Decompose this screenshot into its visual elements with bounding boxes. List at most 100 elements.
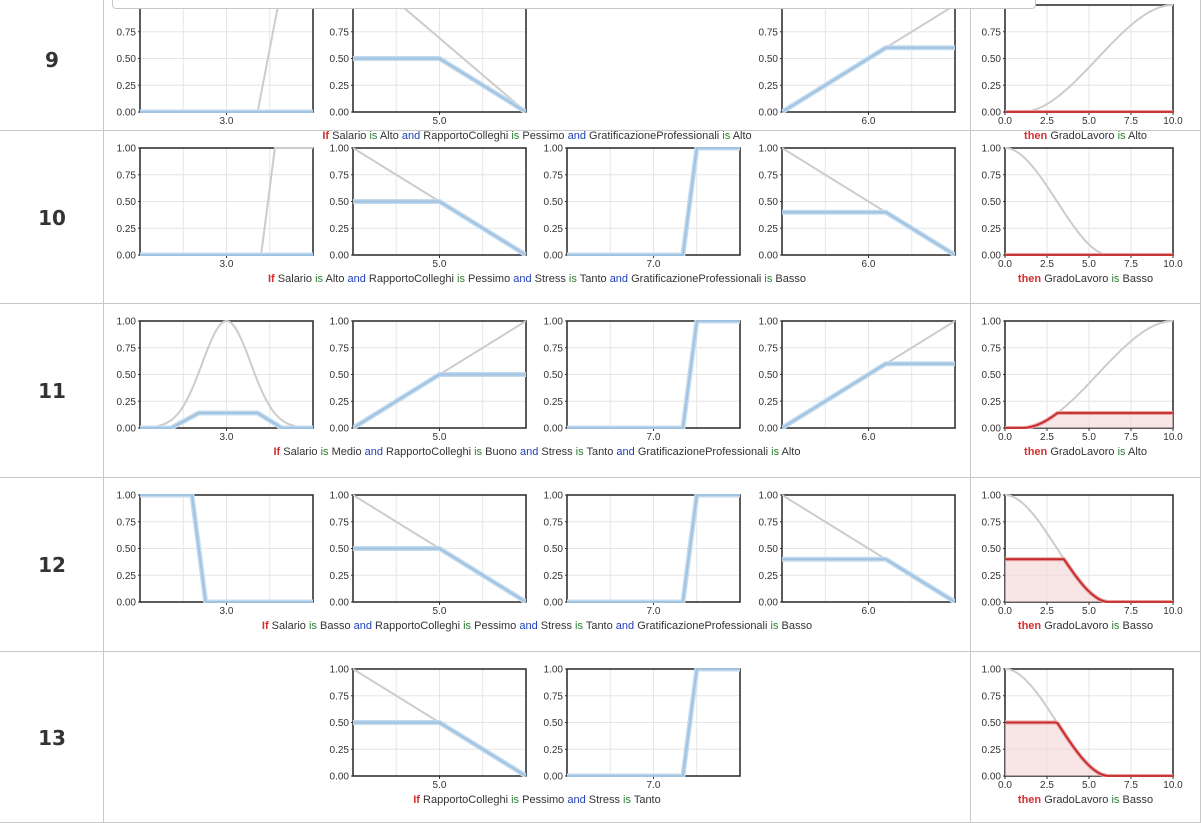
- membership-line: [567, 147, 740, 256]
- rule-then-caption: then GradoLavoro is Alto: [971, 446, 1200, 458]
- y-tick-label: 0.75: [330, 517, 350, 528]
- rule-number: 13: [38, 725, 66, 750]
- y-tick-label: 0.00: [117, 598, 137, 609]
- y-tick-label: 0.00: [330, 424, 350, 435]
- y-tick-label: 0.50: [544, 197, 564, 208]
- output-activation-area: [1005, 413, 1173, 428]
- rule-if-caption: If Salario is Medio and RapportoColleghi…: [104, 446, 970, 458]
- y-tick-label: 0.75: [117, 343, 137, 354]
- y-tick-label: 0.25: [330, 397, 350, 408]
- y-tick-label: 0.75: [117, 517, 137, 528]
- y-tick-label: 0.25: [759, 397, 779, 408]
- membership-line: [353, 200, 526, 256]
- y-tick-label: 0.25: [117, 81, 137, 92]
- y-tick-label: 0.50: [117, 197, 137, 208]
- y-tick-label: 0.00: [330, 772, 350, 783]
- caption-is-keyword: is: [575, 446, 584, 458]
- y-tick-label: 0.00: [982, 772, 1002, 783]
- y-tick-label: 1.00: [982, 317, 1002, 328]
- caption-text: GradoLavoro: [1047, 446, 1118, 458]
- caption-text: Salario: [274, 273, 316, 285]
- rule-if-caption: If RapportoColleghi is Pessimo and Stres…: [104, 794, 970, 806]
- x-tick-label: 0.0: [998, 259, 1012, 270]
- membership-line: [782, 46, 955, 113]
- membership-line: [353, 721, 526, 777]
- y-tick-label: 0.75: [330, 27, 350, 38]
- y-tick-label: 0.00: [544, 598, 564, 609]
- caption-is-keyword: is: [764, 273, 773, 285]
- caption-text: Tanto: [583, 446, 617, 458]
- caption-is-keyword: is: [463, 620, 472, 632]
- rule-plots: 0.000.250.500.751.003.00.000.250.500.751…: [0, 478, 1201, 652]
- x-tick-label: 7.5: [1124, 116, 1138, 127]
- y-tick-label: 1.00: [759, 317, 779, 328]
- caption-if-keyword: If: [322, 130, 330, 142]
- caption-text: GratificazioneProfessionali: [634, 620, 771, 632]
- y-tick-label: 1.00: [759, 491, 779, 502]
- y-tick-label: 1.00: [982, 144, 1002, 155]
- y-tick-label: 1.00: [759, 144, 779, 155]
- membership-line: [567, 668, 740, 777]
- caption-text: Medio: [328, 446, 365, 458]
- y-tick-label: 0.75: [544, 343, 564, 354]
- caption-text: Basso: [772, 273, 806, 285]
- y-tick-label: 0.00: [117, 108, 137, 119]
- y-tick-label: 1.00: [117, 491, 137, 502]
- y-tick-label: 0.25: [330, 81, 350, 92]
- top-scroll-strip: [112, 0, 1036, 9]
- y-tick-label: 0.75: [330, 343, 350, 354]
- caption-and-keyword: and: [616, 446, 635, 458]
- y-tick-label: 1.00: [330, 317, 350, 328]
- y-tick-label: 0.50: [544, 718, 564, 729]
- x-tick-label: 7.5: [1124, 259, 1138, 270]
- y-tick-label: 0.25: [117, 397, 137, 408]
- x-tick-label: 5.0: [433, 780, 447, 791]
- y-tick-label: 0.50: [117, 54, 137, 65]
- y-tick-label: 0.00: [330, 598, 350, 609]
- y-tick-label: 0.75: [759, 517, 779, 528]
- y-tick-label: 1.00: [117, 144, 137, 155]
- caption-is-keyword: is: [575, 620, 583, 632]
- membership-line: [567, 494, 740, 603]
- rule-plots: 0.000.250.500.751.003.00.000.250.500.751…: [0, 0, 1201, 131]
- caption-text: Pessimo: [519, 130, 568, 142]
- x-tick-label: 0.0: [998, 606, 1012, 617]
- output-activation-area: [1005, 559, 1173, 602]
- y-tick-label: 0.00: [330, 108, 350, 119]
- caption-text: GradoLavoro: [1041, 794, 1112, 806]
- x-tick-label: 3.0: [220, 606, 234, 617]
- caption-text: RapportoColleghi: [371, 620, 464, 632]
- y-tick-label: 0.75: [982, 170, 1002, 181]
- caption-is-keyword: is: [369, 130, 378, 142]
- caption-is-keyword: is: [308, 620, 317, 632]
- x-tick-label: 3.0: [220, 116, 234, 127]
- output-activation-area: [1005, 722, 1173, 776]
- caption-text: GradoLavoro: [1041, 273, 1112, 285]
- rule-row: 10 0.00 0.25 0.50 0.75 1.00 3.0 0.00 0.25 0.50 0.7…: [0, 131, 1201, 304]
- x-tick-label: 10.0: [1163, 780, 1183, 791]
- x-tick-label: 7.0: [647, 606, 661, 617]
- caption-and-keyword: and: [615, 620, 635, 632]
- caption-and-keyword: and: [401, 130, 421, 142]
- caption-and-keyword: and: [567, 130, 586, 142]
- membership-line: [353, 57, 526, 113]
- y-tick-label: 0.50: [544, 544, 564, 555]
- y-tick-label: 0.00: [759, 108, 779, 119]
- x-tick-label: 6.0: [862, 259, 876, 270]
- y-tick-label: 0.75: [759, 343, 779, 354]
- membership-line: [140, 494, 313, 603]
- y-tick-label: 0.50: [117, 544, 137, 555]
- caption-then-keyword: then: [1017, 273, 1042, 285]
- term-curve: [140, 4, 280, 113]
- x-tick-label: 5.0: [433, 259, 447, 270]
- rule-row: 90.000.250.500.751.003.00.000.250.500.75…: [0, 0, 1201, 142]
- x-tick-label: 7.0: [647, 259, 661, 270]
- x-tick-label: 2.5: [1040, 606, 1054, 617]
- x-tick-label: 2.5: [1040, 259, 1054, 270]
- caption-text: Salario: [268, 620, 309, 632]
- caption-and-keyword: and: [519, 620, 538, 632]
- y-tick-label: 0.00: [982, 424, 1002, 435]
- caption-and-keyword: and: [347, 273, 366, 285]
- y-tick-label: 1.00: [544, 491, 564, 502]
